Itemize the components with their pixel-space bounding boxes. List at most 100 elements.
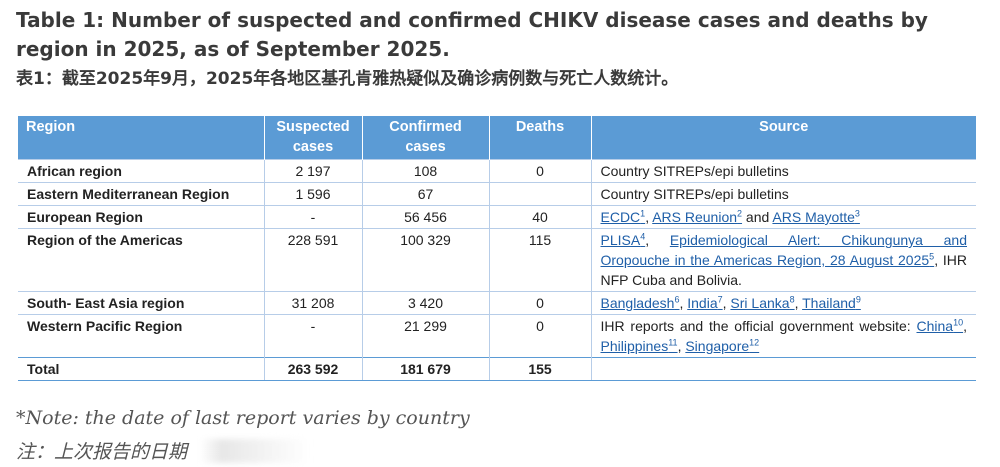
source-link-text[interactable]: China (916, 318, 954, 334)
source-text: , (677, 338, 686, 354)
source-link-text[interactable]: Sri Lanka (730, 295, 790, 311)
table-title-english: Table 1: Number of suspected and confirm… (16, 8, 928, 61)
source-cell: ECDC1, ARS Reunion2 and ARS Mayotte3 (590, 205, 976, 229)
confirmed-cell: 108 (361, 159, 489, 183)
confirmed-cell: 100 329 (361, 228, 489, 292)
deaths-cell: 0 (488, 291, 591, 315)
source-link[interactable]: Bangladesh6 (601, 295, 680, 311)
table-row: Western Pacific Region -21 299 0 IHR report… (18, 314, 976, 358)
suspected-cell: 2 197 (263, 159, 362, 183)
source-link-text[interactable]: Singapore (685, 338, 750, 354)
suspected-cell: - (263, 314, 362, 358)
reference-number[interactable]: 7 (717, 294, 723, 305)
deaths-cell: 115 (488, 228, 591, 292)
table-row: Region of the Americas 228 591 100 329 115 P… (18, 228, 976, 292)
blurred-overlay (200, 439, 310, 463)
source-text: , (679, 295, 688, 311)
source-cell: Country SITREPs/epi bulletins (590, 159, 976, 183)
reference-number[interactable]: 2 (737, 208, 743, 219)
source-link-text[interactable]: ECDC (600, 209, 641, 225)
source-cell: PLISA4, Epidemiological Alert: Chikungun… (590, 228, 976, 292)
source-text: IHR reports and the official government … (600, 318, 917, 334)
source-link[interactable]: ECDC1 (601, 209, 646, 225)
source-link-text[interactable]: PLISA (600, 232, 641, 248)
reference-number[interactable]: 4 (640, 231, 646, 242)
confirmed-cell: 3 420 (361, 291, 489, 315)
source-link-text[interactable]: India (687, 295, 718, 311)
suspected-cell: - (263, 205, 362, 229)
note-chinese: 注：上次报告的日期 (16, 441, 188, 463)
deaths-cell (488, 182, 591, 206)
deaths-cell: 0 (488, 314, 591, 358)
region-cell: Region of the Americas (18, 228, 264, 292)
deaths-cell: 0 (488, 159, 591, 183)
source-link-text[interactable]: Bangladesh (600, 295, 675, 311)
source-text: , IHR NFP Cuba and Bolivia. (600, 252, 968, 288)
suspected-cell: 31 208 (263, 291, 362, 315)
table-row: African region 2 197 108 0 Country SITREPs/e… (18, 159, 976, 183)
deaths-cell: 40 (488, 205, 591, 229)
region-cell: Eastern Mediterranean Region (18, 182, 264, 206)
region-cell: European Region (18, 205, 264, 229)
source-link[interactable]: Philippines11 (601, 338, 678, 354)
source-text: , (645, 232, 670, 248)
total-suspected: 263 592 (263, 357, 362, 381)
confirmed-cell: 67 (361, 182, 489, 206)
source-cell: IHR reports and the official government … (590, 314, 976, 358)
source-link-text[interactable]: ARS Reunion (652, 209, 738, 225)
source-link[interactable]: Singapore12 (685, 338, 759, 354)
total-row: Total 263 592 181 679 155 (18, 357, 976, 381)
reference-number[interactable]: 1 (640, 208, 646, 219)
region-cell: Western Pacific Region (18, 314, 264, 358)
suspected-cell: 1 596 (263, 182, 362, 206)
source-text: Country SITREPs/epi bulletins (600, 186, 789, 202)
source-link[interactable]: ARS Mayotte3 (772, 209, 860, 225)
source-text: , (645, 209, 653, 225)
reference-number[interactable]: 12 (749, 337, 760, 348)
note-english: *Note: the date of last report varies by… (16, 407, 470, 429)
confirmed-cell: 21 299 (361, 314, 489, 358)
source-link-text[interactable]: ARS Mayotte (772, 209, 855, 225)
source-text: , (963, 318, 967, 334)
table-row: South- East Asia region 31 208 3 420 0 Bangl… (18, 291, 976, 315)
header-confirmed: Confirmed cases (361, 116, 489, 160)
table-row: European Region -56 456 40 ECDC1, ARS Reuni… (18, 205, 976, 229)
table-title-chinese: 表1：截至2025年9月，2025年各地区基孔肯雅热疑似及确诊病例数与死亡人数统… (16, 69, 679, 89)
region-cell: African region (18, 159, 264, 183)
reference-number[interactable]: 8 (789, 294, 795, 305)
source-link[interactable]: Sri Lanka8 (730, 295, 794, 311)
source-link[interactable]: India7 (687, 295, 722, 311)
table-body: African region 2 197 108 0 Country SITREPs/e… (18, 159, 976, 381)
source-text: , (722, 295, 731, 311)
reference-number[interactable]: 3 (854, 208, 860, 219)
suspected-cell: 228 591 (263, 228, 362, 292)
region-cell: South- East Asia region (18, 291, 264, 315)
source-link[interactable]: PLISA4 (601, 232, 646, 248)
source-link-text[interactable]: Epidemiological Alert: Chikungunya and O… (600, 232, 968, 268)
reference-number[interactable]: 6 (674, 294, 680, 305)
source-link-text[interactable]: Philippines (600, 338, 669, 354)
total-deaths: 155 (488, 357, 591, 381)
total-confirmed: 181 679 (361, 357, 489, 381)
reference-number[interactable]: 11 (668, 337, 678, 348)
source-link[interactable]: China10 (917, 318, 964, 334)
source-link[interactable]: Epidemiological Alert: Chikungunya and O… (601, 232, 968, 268)
source-cell: Bangladesh6, India7, Sri Lanka8, Thailan… (590, 291, 976, 315)
source-cell: Country SITREPs/epi bulletins (590, 182, 976, 206)
source-link[interactable]: Thailand9 (802, 295, 861, 311)
source-text: and (742, 209, 773, 225)
source-text: Country SITREPs/epi bulletins (600, 163, 789, 179)
header-region: Region (18, 116, 264, 160)
header-suspected: Suspected cases (263, 116, 362, 160)
confirmed-cell: 56 456 (361, 205, 489, 229)
reference-number[interactable]: 10 (953, 317, 964, 328)
header-deaths: Deaths (488, 116, 591, 160)
source-link[interactable]: ARS Reunion2 (652, 209, 742, 225)
source-link-text[interactable]: Thailand (802, 295, 856, 311)
chikv-cases-table: Region Suspected cases Confirmed cases D… (18, 116, 976, 381)
total-source (590, 357, 976, 381)
table-row: Eastern Mediterranean Region 1 596 67 Count… (18, 182, 976, 206)
reference-number[interactable]: 9 (855, 294, 861, 305)
total-label: Total (18, 357, 264, 381)
reference-number[interactable]: 5 (929, 251, 935, 262)
